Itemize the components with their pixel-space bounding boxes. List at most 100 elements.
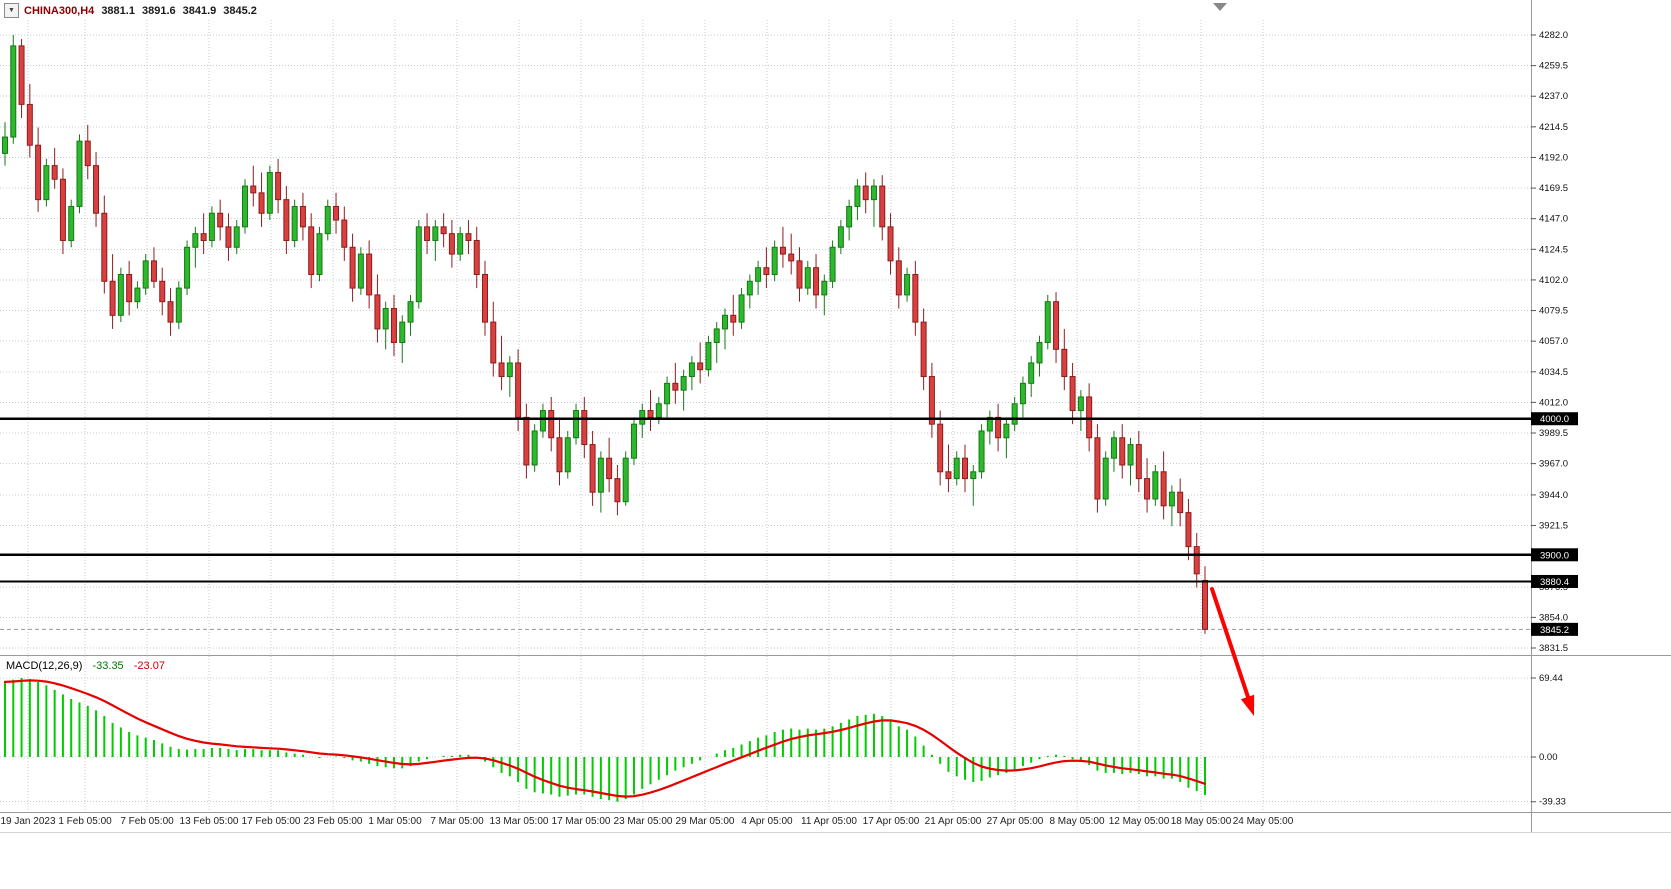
bear-candle bbox=[51, 147, 58, 189]
candle-body bbox=[870, 185, 877, 201]
annotation-arrow[interactable] bbox=[1210, 587, 1255, 716]
candle-body bbox=[366, 253, 373, 296]
candle-body bbox=[415, 226, 422, 303]
candle-body bbox=[482, 273, 488, 323]
x-axis-label: 29 Mar 05:00 bbox=[676, 816, 735, 827]
bear-candle bbox=[374, 274, 381, 343]
candle-body bbox=[1127, 444, 1134, 466]
bear-candle bbox=[1069, 362, 1076, 425]
macd-signal-line bbox=[3, 679, 1207, 798]
candle-body bbox=[962, 457, 968, 480]
bull-candle bbox=[738, 288, 745, 329]
bear-candle bbox=[299, 192, 306, 241]
bull-candle bbox=[1110, 430, 1117, 472]
price-tag-background bbox=[1531, 622, 1578, 636]
candle-body bbox=[498, 362, 505, 378]
x-axis-label: 13 Feb 05:00 bbox=[180, 816, 239, 827]
candle-body bbox=[755, 267, 762, 282]
bear-candle bbox=[779, 226, 786, 268]
candle-body bbox=[84, 140, 91, 167]
candle-body bbox=[374, 294, 381, 330]
candle-body bbox=[357, 253, 364, 289]
bull-candle bbox=[837, 220, 844, 255]
bear-candle bbox=[928, 362, 935, 438]
y-axis-tick-label: 4012.0 bbox=[1539, 397, 1568, 408]
candle-body bbox=[556, 437, 563, 473]
candle-body bbox=[1069, 376, 1076, 412]
bull-candle bbox=[755, 260, 762, 295]
y-axis-tick-label: 4259.5 bbox=[1539, 61, 1568, 72]
symbol-dropdown-icon[interactable]: ▼ bbox=[4, 3, 19, 18]
y-axis-tick-label: 4282.0 bbox=[1539, 30, 1568, 41]
x-axis-label: 17 Mar 05:00 bbox=[552, 816, 611, 827]
bear-candle bbox=[258, 172, 265, 227]
price-level-lines[interactable] bbox=[0, 417, 1531, 583]
bull-candle bbox=[324, 199, 331, 241]
bull-candle bbox=[68, 199, 75, 248]
bear-candle bbox=[366, 240, 373, 309]
bull-candle bbox=[192, 226, 199, 268]
bear-candle bbox=[887, 213, 894, 275]
shift-marker-icon[interactable] bbox=[1213, 3, 1227, 11]
price-tag-background bbox=[1531, 412, 1578, 426]
y-axis-tick-label: 3831.5 bbox=[1539, 643, 1568, 654]
price-axis[interactable]: 4282.0 4259.5 4237.0 4214.5 4192.0 4169.5 4147… bbox=[1531, 30, 1578, 808]
candle-body bbox=[531, 430, 538, 466]
arrow-head-icon[interactable] bbox=[1240, 694, 1255, 716]
x-axis-label: 7 Mar 05:00 bbox=[430, 816, 484, 827]
bear-candle bbox=[606, 437, 613, 493]
candle-body bbox=[217, 212, 224, 228]
macd-signal-value: -23.07 bbox=[133, 660, 165, 672]
bull-candle bbox=[639, 403, 646, 438]
bull-candle bbox=[978, 424, 985, 479]
candle-body bbox=[697, 362, 704, 371]
candle-body bbox=[986, 416, 993, 432]
candle-body bbox=[283, 199, 290, 241]
candle-body bbox=[291, 205, 298, 241]
bear-candle bbox=[465, 220, 472, 255]
bull-candle bbox=[722, 308, 728, 350]
x-axis-label: 17 Apr 05:00 bbox=[863, 816, 920, 827]
x-axis-label: 21 Apr 05:00 bbox=[925, 816, 982, 827]
candle-body bbox=[76, 140, 83, 207]
candle-body bbox=[225, 226, 232, 248]
bear-candle bbox=[333, 192, 340, 234]
candle-body bbox=[233, 226, 240, 248]
bull-candle bbox=[664, 376, 671, 418]
candle-body bbox=[680, 376, 687, 391]
bear-candle bbox=[1185, 499, 1192, 561]
candle-body bbox=[1028, 362, 1035, 384]
candle-body bbox=[1086, 396, 1093, 439]
candle-body bbox=[614, 478, 621, 503]
candle-body bbox=[879, 185, 886, 228]
bear-candle bbox=[390, 294, 397, 357]
bear-candle bbox=[1144, 458, 1151, 513]
candle-body bbox=[175, 287, 182, 323]
candle-body bbox=[606, 457, 613, 480]
candle-body bbox=[1094, 437, 1101, 500]
y-axis-tick-label: 3944.0 bbox=[1539, 490, 1568, 501]
arrow-shaft[interactable] bbox=[1210, 587, 1250, 699]
candle-body bbox=[109, 280, 116, 316]
candle-body bbox=[813, 267, 820, 296]
candle-body bbox=[1019, 382, 1026, 405]
macd-axis-tick-label: 69.44 bbox=[1539, 673, 1563, 684]
candle-body bbox=[1152, 471, 1159, 500]
pane-separators bbox=[0, 0, 1671, 833]
bear-candle bbox=[308, 213, 315, 289]
time-axis[interactable]: 19 Jan 2023 1 Feb 05:00 7 Feb 05:00 13 Feb … bbox=[0, 816, 1293, 827]
candle-body bbox=[1053, 301, 1060, 350]
candle-body bbox=[308, 226, 315, 275]
y-axis-tick-label: 4169.5 bbox=[1539, 183, 1568, 194]
macd-pane bbox=[3, 677, 1207, 802]
bear-candle bbox=[515, 349, 522, 431]
candle-body bbox=[448, 233, 455, 255]
chart-shift-marker[interactable] bbox=[1213, 3, 1227, 11]
bear-candle bbox=[1202, 566, 1208, 634]
bull-candle bbox=[829, 240, 836, 289]
candle-body bbox=[705, 342, 712, 371]
candle-body bbox=[51, 165, 58, 180]
candle-body bbox=[142, 260, 149, 289]
